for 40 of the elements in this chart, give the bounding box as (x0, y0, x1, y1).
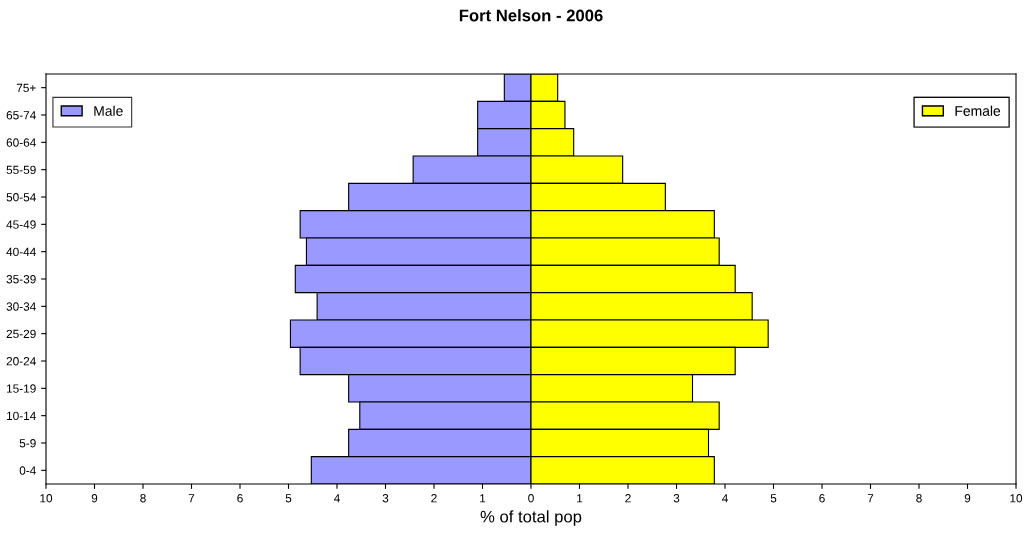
y-tick-label: 20-24 (6, 357, 36, 366)
x-tick-label: 3 (382, 494, 389, 503)
x-tick-label: 2 (625, 494, 631, 503)
y-tick-label: 30-34 (6, 302, 36, 311)
x-tick-label: 2 (431, 494, 437, 503)
legend-label: Male (94, 105, 123, 116)
y-tick-label: 50-54 (6, 193, 36, 202)
x-tick-label: 10 (40, 494, 53, 503)
y-tick-label: 0-4 (19, 466, 36, 475)
x-tick-label: 7 (867, 494, 874, 503)
x-tick-label: 0 (528, 494, 534, 503)
x-tick-label: 1 (577, 494, 583, 503)
y-tick-label: 45-49 (6, 220, 36, 229)
y-tick-label: 25-29 (6, 329, 36, 339)
x-tick-label: 7 (188, 494, 195, 503)
x-tick-label: 6 (819, 494, 825, 503)
y-tick-label: 40-44 (6, 247, 36, 257)
x-tick-label: 6 (237, 494, 243, 503)
x-tick-label: 5 (285, 494, 292, 503)
legend-label: Female (955, 105, 1001, 116)
chart-title: Fort Nelson - 2006 (459, 9, 603, 22)
x-tick-label: 10 (1010, 494, 1023, 503)
x-tick-label: 5 (770, 494, 777, 503)
x-tick-label: 9 (964, 494, 971, 503)
y-tick-label: 75+ (16, 83, 36, 93)
x-axis-title: % of total pop (480, 510, 582, 526)
x-tick-label: 1 (480, 494, 486, 503)
x-tick-label: 8 (140, 494, 146, 503)
y-tick-label: 55-59 (6, 165, 36, 175)
x-tick-label: 4 (721, 494, 728, 503)
y-tick-label: 60-64 (6, 138, 36, 147)
x-tick-label: 8 (916, 494, 922, 503)
x-tick-label: 3 (673, 494, 680, 503)
x-tick-label: 9 (91, 494, 98, 503)
y-tick-label: 65-74 (6, 111, 36, 120)
y-tick-label: 35-39 (6, 275, 36, 284)
y-tick-label: 10-14 (6, 411, 36, 421)
y-tick-label: 15-19 (6, 384, 36, 393)
y-tick-label: 5-9 (19, 439, 36, 448)
x-tick-label: 4 (333, 494, 340, 503)
